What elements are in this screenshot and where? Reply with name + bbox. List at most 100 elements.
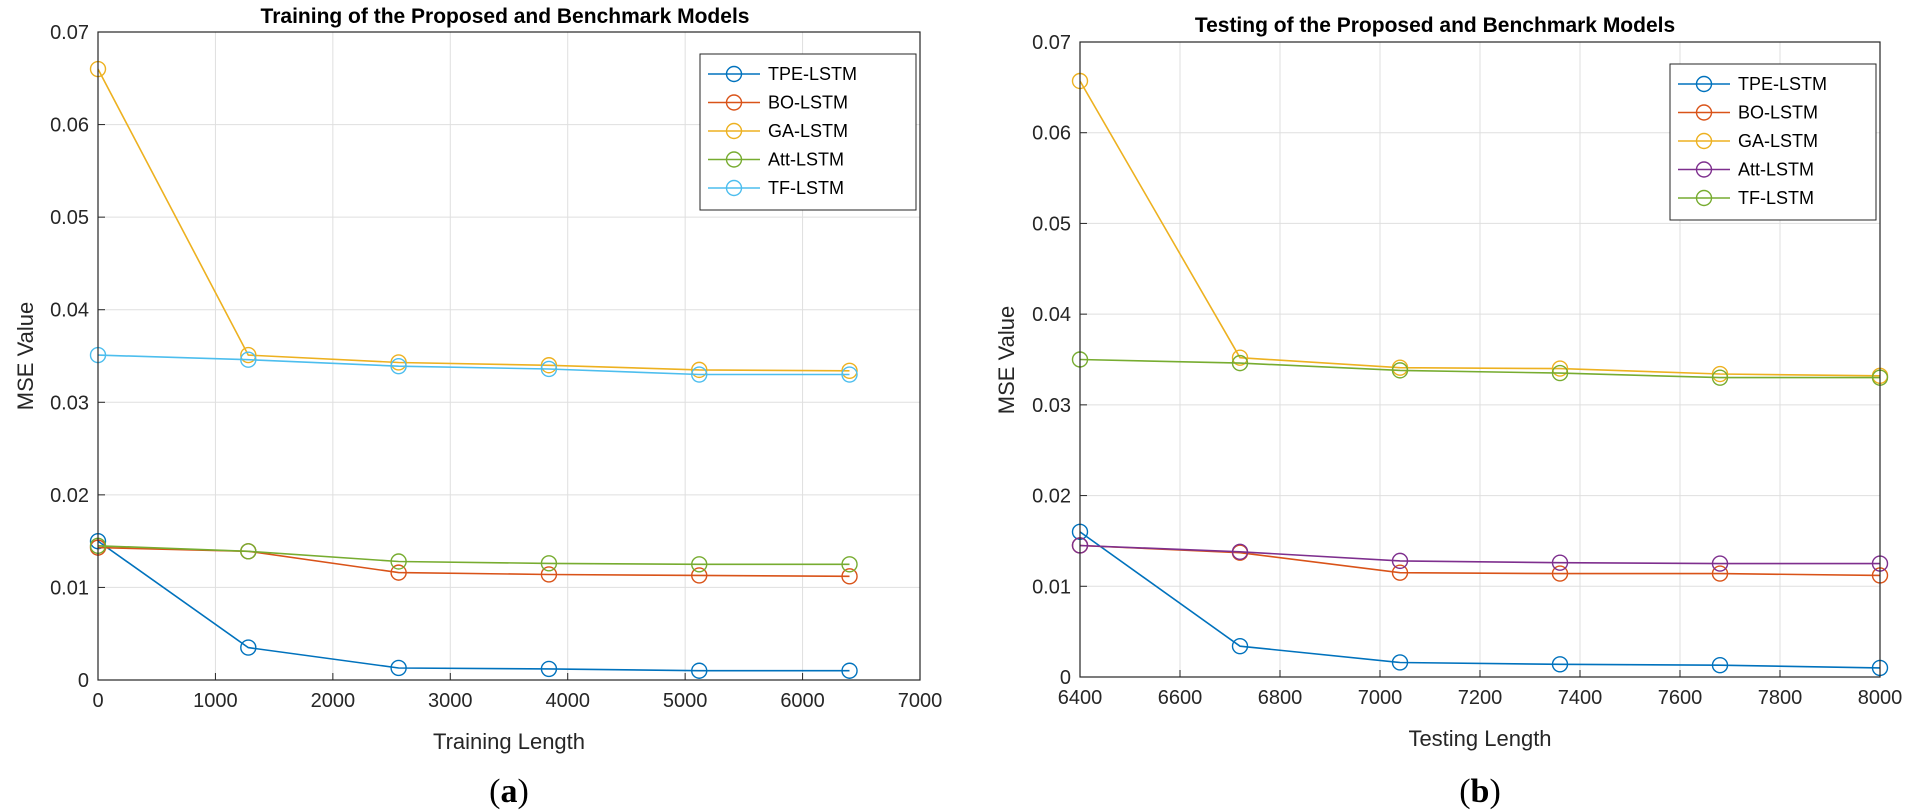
series-layer (89, 60, 858, 679)
legend-label-tf-lstm: TF-LSTM (768, 178, 844, 198)
data-point-ga-lstm (1551, 360, 1569, 377)
x-tick-label: 7400 (1558, 687, 1603, 709)
y-tick-label: 0.05 (50, 207, 89, 229)
y-tick-label: 0.03 (1032, 395, 1071, 417)
x-tick-label: 7000 (1358, 687, 1403, 709)
data-point-tf-lstm (1391, 362, 1409, 379)
plot-area-box (97, 31, 921, 681)
y-tick-label: 0.04 (50, 300, 89, 322)
data-point-ga-lstm (540, 357, 558, 374)
x-tick-label: 7200 (1458, 687, 1503, 709)
legend-swatch-marker-tf-lstm (725, 179, 743, 197)
data-point-tf-lstm (240, 351, 257, 368)
x-tick-label: 6000 (780, 690, 825, 712)
data-point-bo-lstm (540, 566, 558, 583)
x-tick-label: 8000 (1858, 687, 1903, 709)
x-axis-label: Training Length (433, 729, 585, 754)
legend-swatch-marker-ga-lstm (725, 122, 743, 140)
y-tick-label: 0.06 (50, 115, 89, 137)
data-point-tpe-lstm (540, 660, 558, 678)
data-point-att-lstm (240, 543, 257, 560)
data-point-tpe-lstm (1231, 637, 1249, 655)
legend-swatch-marker-tpe-lstm (1695, 75, 1713, 93)
data-point-ga-lstm (390, 354, 407, 371)
x-tick-label: 7800 (1758, 687, 1803, 709)
tick-labels: 0 1000 2000 3000 4000 5000 6000 7000 0 0.01 0.02 0.… (50, 22, 942, 712)
y-tick-label: 0.06 (1032, 123, 1071, 145)
caption-close-paren: ) (1489, 773, 1500, 810)
x-axis-label: Testing Length (1408, 726, 1551, 751)
y-tick-label: 0.07 (1032, 32, 1071, 54)
data-point-tpe-lstm (240, 639, 257, 656)
data-point-tf-lstm (1711, 369, 1729, 386)
data-point-tpe-lstm (1551, 656, 1569, 673)
data-point-att-lstm (1391, 552, 1409, 570)
legend-swatch-marker-tpe-lstm (725, 65, 743, 83)
legend-swatch-marker-tf-lstm (1695, 189, 1713, 207)
legend: TPE-LSTM BO-LSTM GA-LSTM Att-LSTM TF-LSTM (1669, 63, 1877, 221)
legend-label-tpe-lstm: TPE-LSTM (1738, 74, 1827, 94)
caption-open-paren: ( (489, 773, 500, 810)
series-line-tpe-lstm (1079, 531, 1881, 669)
legend-swatch-marker-bo-lstm (1695, 104, 1713, 121)
chart-panel-a: Training of the Proposed and Benchmark M… (13, 5, 942, 810)
x-tick-label: 0 (92, 690, 103, 712)
data-point-tf-lstm (1551, 364, 1569, 382)
legend-label-bo-lstm: BO-LSTM (768, 93, 848, 113)
series-line-tpe-lstm (97, 540, 850, 672)
data-point-att-lstm (841, 556, 858, 573)
legend-box (1669, 63, 1877, 221)
x-tick-label: 1000 (193, 690, 238, 712)
data-point-ga-lstm (1231, 349, 1249, 366)
x-tick-label: 5000 (663, 690, 708, 712)
legend-label-tpe-lstm: TPE-LSTM (768, 64, 857, 84)
data-point-bo-lstm (390, 564, 407, 581)
data-point-ga-lstm (1711, 365, 1729, 383)
legend-label-att-lstm: Att-LSTM (768, 150, 844, 170)
y-tick-label: 0 (78, 670, 89, 692)
data-point-tpe-lstm (1711, 657, 1729, 674)
y-tick-label: 0.01 (1032, 576, 1071, 598)
grid (97, 31, 921, 681)
x-tick-label: 6400 (1058, 687, 1103, 709)
caption-open-paren: ( (1459, 773, 1470, 810)
chart-panel-b: Testing of the Proposed and Benchmark Mo… (994, 14, 1902, 810)
y-tick-label: 0.01 (50, 577, 89, 599)
data-point-ga-lstm (240, 346, 257, 364)
data-point-tf-lstm (390, 357, 407, 375)
x-tick-label: 7600 (1658, 687, 1703, 709)
y-tick-label: 0.04 (1032, 304, 1071, 326)
y-tick-label: 0.02 (50, 485, 89, 507)
x-tick-label: 7000 (898, 690, 943, 712)
legend-swatch-marker-ga-lstm (1695, 132, 1713, 150)
data-point-ga-lstm (841, 362, 858, 380)
series-line-att-lstm (97, 545, 850, 566)
y-tick-label: 0.07 (50, 22, 89, 44)
legend-label-ga-lstm: GA-LSTM (768, 121, 848, 141)
series-layer (1071, 72, 1889, 677)
legend-label-ga-lstm: GA-LSTM (1738, 131, 1818, 151)
data-point-bo-lstm (841, 568, 858, 585)
series-line-tf-lstm (1079, 358, 1880, 379)
data-point-bo-lstm (1391, 564, 1409, 581)
series-line-tf-lstm (97, 354, 850, 376)
legend-box (699, 53, 917, 211)
data-point-att-lstm (1231, 543, 1249, 561)
x-tick-label: 6800 (1258, 687, 1303, 709)
data-point-att-lstm (691, 556, 708, 573)
panel-caption: (b) (1459, 773, 1501, 810)
data-point-att-lstm (390, 553, 407, 570)
chart-title: Training of the Proposed and Benchmark M… (261, 5, 750, 28)
tick-labels: 6400 6600 6800 7000 7200 7400 7600 7800 8000 0 0.0… (1032, 32, 1902, 709)
legend-swatch-marker-bo-lstm (725, 94, 743, 111)
data-point-att-lstm (540, 555, 558, 572)
y-tick-label: 0.03 (50, 392, 89, 414)
series-line-att-lstm (1079, 544, 1880, 565)
data-point-tpe-lstm (390, 659, 407, 677)
data-point-tpe-lstm (1391, 654, 1409, 671)
caption-letter: b (1471, 773, 1490, 810)
legend-label-bo-lstm: BO-LSTM (1738, 103, 1818, 123)
data-point-tpe-lstm (691, 662, 708, 679)
data-point-bo-lstm (1551, 565, 1569, 582)
legend-label-tf-lstm: TF-LSTM (1738, 188, 1814, 208)
